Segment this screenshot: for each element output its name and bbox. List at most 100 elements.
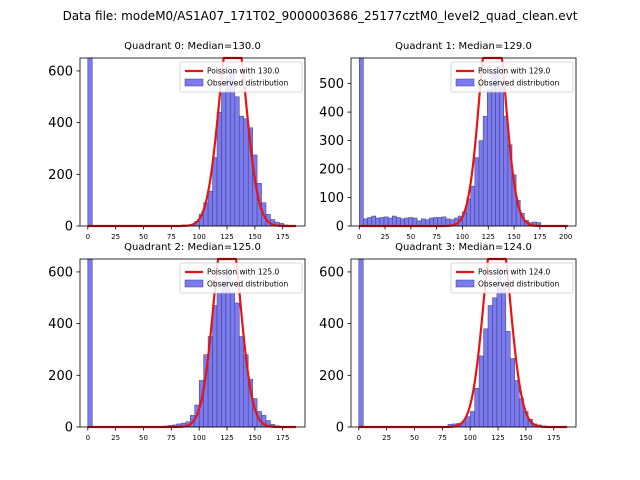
quadrant-3-xtick-label: 0 [357,434,361,442]
quadrant-1-xtick-label: 175 [533,233,546,241]
quadrant-1-ytick-label: 400 [319,106,344,121]
quadrant-3-bar [510,358,515,428]
quadrant-1-legend: Poission with 129.0 Observed distribution [450,61,574,93]
quadrant-1-ytick-label: 300 [319,134,344,149]
quadrant-3-xtick-label: 150 [519,434,532,442]
quadrant-1-ytick-label: 500 [319,77,344,92]
quadrant-3-bar [492,297,498,428]
quadrant-2-bar [234,302,240,428]
quadrant-2-xtick-label: 150 [248,434,261,442]
quadrant-1-bar [396,217,401,227]
quadrant-3-ytick-label: 0 [336,421,344,436]
quadrant-1-bar [474,157,480,227]
quadrant-0-ytick-label: 200 [48,168,73,183]
quadrant-3-panel: Quadrant 3: Median=124.0 0 25 50 75 100 125 150… [319,242,577,442]
quadrant-3-bar [514,380,520,428]
quadrant-0-xtick-label: 150 [248,233,261,241]
legend-label-observed: Observed distribution [478,280,559,289]
quadrant-2-ytick-label: 600 [48,265,73,280]
quadrant-1-bar [429,217,434,227]
quadrant-1-xtick-label: 0 [357,233,361,241]
quadrant-2-bar [216,292,222,428]
quadrant-3-xtick-label: 75 [438,434,447,442]
quadrant-0-bar [221,91,227,227]
quadrant-3-title: Quadrant 3: Median=124.0 [395,242,532,253]
quadrant-0-xtick-label: 175 [276,233,289,241]
quadrant-1-bar [383,216,389,227]
quadrant-3-xtick-label: 175 [547,434,560,442]
quadrant-0-xtick-label: 50 [139,233,148,241]
quadrant-3-bar [501,284,507,428]
quadrant-3-xtick-label: 50 [410,434,419,442]
quadrant-3-bar [487,305,493,428]
quadrant-1-bar [387,217,393,227]
figure-suptitle: Data file: modeM0/AS1A07_171T02_90000036… [63,9,578,23]
quadrant-3-legend: Poission with 124.0 Observed distribution [450,262,574,294]
quadrant-0-ytick-label: 600 [48,64,73,79]
quadrant-2-bar [221,282,227,428]
quadrant-2-xtick-label: 125 [220,434,233,442]
quadrant-2-xtick-label: 25 [111,434,120,442]
legend-label-poisson: Poission with 124.0 [478,268,551,277]
quadrant-1-axes-frame [350,57,577,227]
quadrant-0-xtick-label: 125 [220,233,233,241]
quadrant-1-bar [491,71,496,227]
quadrant-1-bar [367,217,372,227]
legend-label-observed: Observed distribution [207,280,288,289]
quadrant-1-ytick-label: 0 [336,220,344,235]
quadrant-1-bar [482,116,488,227]
legend-frame [450,61,574,93]
quadrant-3-bar [483,328,489,428]
quadrant-3-ytick-label: 200 [319,369,344,384]
quadrant-0-bar [87,57,93,227]
quadrant-3-ytick-label: 400 [319,317,344,332]
quadrant-3-xtick-label: 100 [463,434,476,442]
quadrant-1-bar [408,217,414,227]
quadrant-2-bar [87,258,93,428]
legend-bar-swatch [184,279,204,288]
quadrant-0-title: Quadrant 0: Median=130.0 [124,41,261,52]
quadrant-0-axes-frame [79,57,306,227]
quadrant-2-xtick-label: 175 [276,434,289,442]
quadrant-0-ytick-label: 400 [48,116,73,131]
quadrant-3-xtick-label: 125 [491,434,504,442]
quadrant-1-bar [392,215,397,227]
quadrant-0-panel: Quadrant 0: Median=130.0 0 25 50 75 100 125 150… [48,41,306,241]
quadrant-1-bar [375,217,381,227]
quadrant-2-panel: Quadrant 2: Median=125.0 0 25 50 75 100 125 150… [48,242,306,442]
quadrant-0-bar [239,115,244,227]
legend-bar-swatch [455,78,475,87]
quadrant-0-bar [234,96,240,227]
quadrant-1-xtick-label: 75 [432,233,441,241]
quadrant-1-bar [478,140,484,227]
quadrant-1-bar [433,217,438,227]
quadrant-1-xtick-label: 100 [456,233,469,241]
quadrant-2-axes-frame [79,258,306,428]
quadrant-3-axes-frame [350,258,577,428]
quadrant-0-ytick-label: 0 [65,220,73,235]
quadrant-3-xtick-label: 25 [382,434,391,442]
legend-bar-swatch [455,279,475,288]
quadrant-2-xtick-label: 0 [86,434,90,442]
quadrant-1-bar [437,217,443,227]
quadrant-0-bar [225,77,231,227]
legend-frame [179,61,303,93]
quadrant-2-xtick-label: 100 [192,434,205,442]
quadrant-1-panel: Quadrant 1: Median=129.0 0 25 50 75 100 125 150… [319,41,577,241]
quadrant-2-xtick-label: 75 [167,434,176,442]
quadrant-0-xtick-label: 100 [192,233,205,241]
quadrant-0-xtick-label: 25 [111,233,120,241]
quadrant-1-xtick-label: 125 [482,233,495,241]
quadrant-1-bar [503,116,509,227]
legend-label-poisson: Poission with 125.0 [207,268,280,277]
quadrant-1-title: Quadrant 1: Median=129.0 [395,41,532,52]
legend-label-observed: Observed distribution [207,79,288,88]
quadrant-0-bar [243,118,249,227]
quadrant-3-bar [505,331,511,428]
quadrant-2-xtick-label: 50 [139,434,148,442]
quadrant-1-xtick-label: 50 [406,233,415,241]
panels: Quadrant 0: Median=130.0 0 25 50 75 100 125 150… [48,41,577,442]
quadrant-2-bar [212,305,218,428]
quadrant-1-ytick-label: 200 [319,163,344,178]
